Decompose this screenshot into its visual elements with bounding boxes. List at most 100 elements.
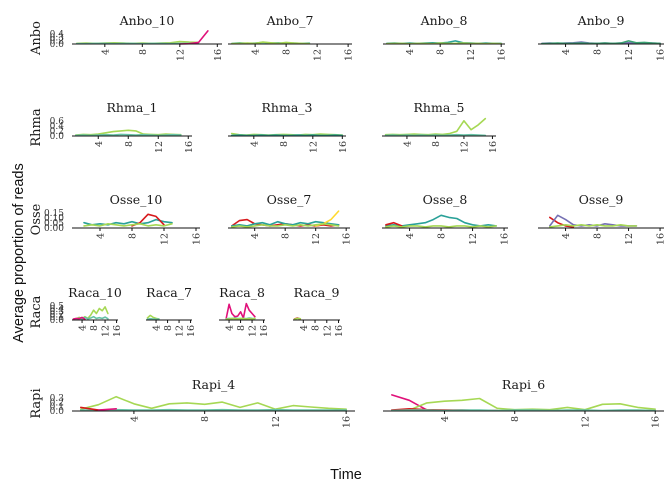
y-tick-label: 0.0	[50, 40, 65, 50]
y-tick-label: 0.00	[44, 224, 64, 234]
series-line	[80, 406, 100, 411]
x-tick-label: 8	[89, 325, 100, 331]
panel-title: Osse_9	[579, 192, 624, 207]
panel-raca-10: Raca_10 4 8 12 16	[68, 285, 123, 337]
x-tick-label: 8	[138, 49, 149, 55]
x-tick-label: 4	[561, 233, 572, 239]
row-label: Rhma	[29, 108, 44, 146]
series-line	[231, 223, 340, 228]
x-tick-label: 8	[163, 325, 174, 331]
series-line	[72, 306, 109, 321]
panel-osse-8: Osse_8 4 8 12 16	[382, 192, 511, 245]
panel-title: Osse_8	[423, 192, 468, 207]
series-line	[225, 302, 256, 320]
panel-rhma-1: Rhma_1 4 8 12 16	[72, 100, 195, 153]
x-tick-label: 8	[236, 325, 247, 331]
panel-raca-7: Raca_7 4 8 12 16	[146, 285, 197, 337]
x-tick-label: 16	[344, 49, 355, 61]
series-line	[97, 407, 117, 411]
y-tick-label: 0.6	[50, 117, 65, 127]
x-tick-label: 12	[311, 233, 322, 245]
y-tick-label: 0.2	[50, 398, 64, 408]
x-tick-label: 16	[112, 325, 123, 337]
facet-row: Rhma 0.00.20.40.6 Rhma_1 4 8 12 16 Rhma_3 4 8 12 16…	[29, 100, 499, 153]
x-tick-label: 12	[322, 325, 333, 337]
y-tick-label: 0.2	[50, 310, 64, 320]
row-label: Anbo	[29, 21, 44, 56]
x-tick-label: 4	[251, 49, 262, 55]
x-tick-label: 4	[561, 49, 572, 55]
x-tick-label: 4	[94, 141, 105, 147]
series-line	[225, 317, 256, 321]
y-tick-label: 0.3	[50, 394, 65, 404]
series-line	[146, 317, 160, 321]
x-tick-label: 8	[128, 233, 139, 239]
y-tick-label: 0.1	[50, 403, 64, 413]
y-tick-label: 0.05	[44, 219, 64, 229]
x-tick-label: 12	[468, 233, 479, 245]
y-tick-label: 0.0	[50, 316, 65, 326]
panel-title: Rapi_4	[192, 377, 235, 392]
panel-raca-9: Raca_9 4 8 12 16	[293, 285, 345, 337]
x-tick-label: 4	[402, 141, 413, 147]
panel-title: Anbo_7	[266, 13, 314, 28]
x-tick-label: 16	[184, 141, 195, 153]
x-axis-label: Time	[330, 467, 362, 480]
x-tick-label: 8	[281, 233, 292, 239]
x-tick-label: 4	[405, 49, 416, 55]
x-tick-label: 16	[651, 416, 662, 428]
x-tick-label: 8	[279, 141, 290, 147]
x-tick-label: 12	[271, 416, 282, 428]
y-tick-label: 0.2	[50, 127, 64, 137]
y-tick-label: 0.15	[44, 209, 64, 219]
x-tick-label: 4	[249, 141, 260, 147]
x-tick-label: 16	[488, 141, 499, 153]
row-label: Osse	[29, 203, 44, 235]
panel-title: Rhma_5	[414, 100, 465, 115]
x-tick-label: 4	[250, 233, 261, 239]
x-tick-label: 12	[101, 325, 112, 337]
panel-rapi-6: Rapi_6 4 8 12 16	[383, 377, 664, 428]
x-tick-label: 4	[129, 416, 140, 422]
panel-title: Rhma_3	[262, 100, 313, 115]
panel-title: Raca_10	[68, 285, 122, 300]
x-tick-label: 16	[213, 49, 224, 61]
x-tick-label: 12	[459, 141, 470, 153]
x-tick-label: 4	[78, 325, 89, 331]
panel-title: Raca_8	[219, 285, 265, 300]
panel-osse-10: Osse_10 4 8 12 16	[72, 192, 203, 245]
x-tick-label: 4	[152, 325, 163, 331]
panel-title: Rapi_6	[502, 377, 545, 392]
y-axis-label: Average proportion of reads	[11, 163, 27, 343]
x-tick-label: 8	[593, 49, 604, 55]
y-tick-label: 0.3	[50, 33, 65, 43]
panel-raca-8: Raca_8 4 8 12 16	[219, 285, 270, 337]
series-line	[390, 397, 657, 412]
x-tick-label: 8	[311, 325, 322, 331]
series-line	[385, 214, 498, 227]
facet-row: Anbo 0.00.20.30.4 Anbo_10 4 8 12 16 Anbo_7 4 8 12 1…	[29, 13, 667, 61]
y-tick-label: 0.1	[50, 313, 64, 323]
y-tick-label: 0.4	[50, 30, 65, 40]
x-tick-label: 4	[225, 325, 236, 331]
x-tick-label: 8	[510, 416, 521, 422]
series-line	[548, 224, 638, 228]
row-label: Rapi	[29, 388, 44, 418]
x-tick-label: 12	[581, 416, 592, 428]
panel-title: Raca_9	[294, 285, 340, 300]
series-line	[390, 394, 428, 411]
series-line	[75, 133, 182, 137]
series-line	[231, 41, 311, 45]
series-line	[80, 395, 348, 411]
x-tick-label: 12	[624, 49, 635, 61]
row-label: Raca	[29, 295, 44, 328]
series-line	[390, 409, 657, 412]
series-line	[384, 133, 487, 137]
y-tick-label: 0.4	[50, 305, 65, 315]
series-line	[72, 316, 86, 321]
x-tick-label: 8	[593, 233, 604, 239]
facet-row: Rapi 0.00.10.20.3 Rapi_4 4 8 12 16 Rapi_6 4 8 12 16	[29, 377, 664, 428]
panel-title: Anbo_9	[577, 13, 625, 28]
